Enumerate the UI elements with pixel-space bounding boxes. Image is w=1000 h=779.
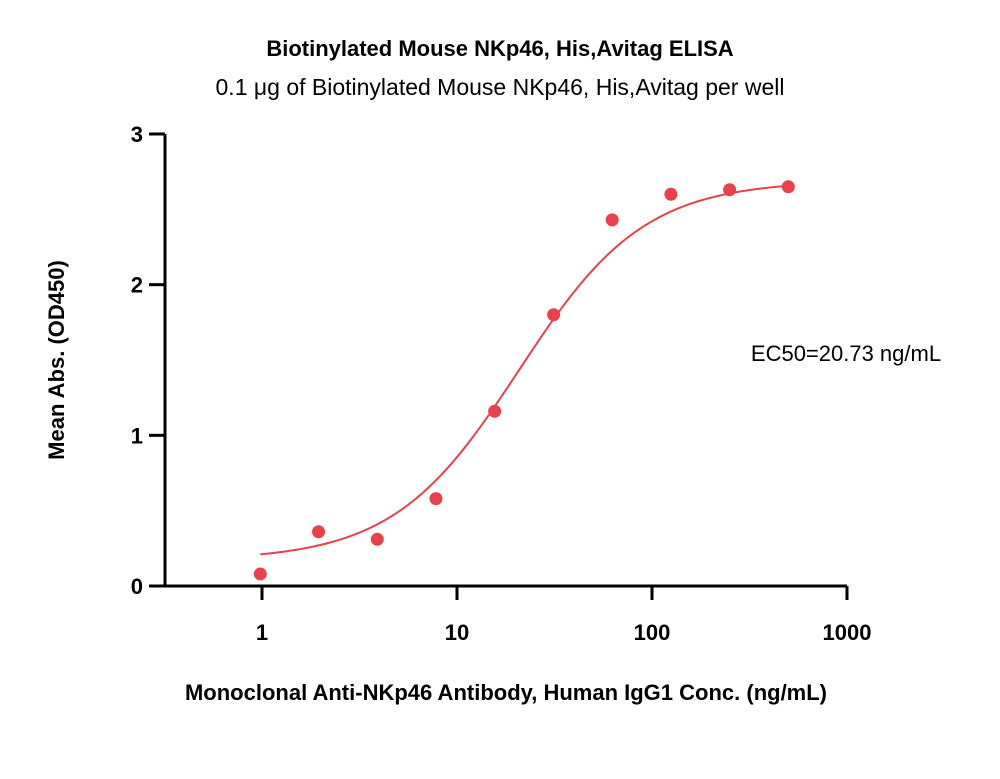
y-tick-label: 3 <box>131 122 143 147</box>
data-point <box>723 183 737 197</box>
y-tick-label: 2 <box>131 273 143 298</box>
y-tick-label: 1 <box>131 423 143 448</box>
x-axis-label: Monoclonal Anti-NKp46 Antibody, Human Ig… <box>185 680 827 705</box>
data-point <box>488 404 502 418</box>
data-point <box>781 180 795 194</box>
chart-title: Biotinylated Mouse NKp46, His,Avitag ELI… <box>266 36 734 61</box>
x-tick-label: 100 <box>634 620 671 645</box>
data-point <box>547 308 561 322</box>
y-tick-label: 0 <box>131 574 143 599</box>
chart-subtitle: 0.1 μg of Biotinylated Mouse NKp46, His,… <box>215 74 785 100</box>
data-point <box>312 525 326 539</box>
data-point <box>429 492 443 506</box>
ec50-annotation: EC50=20.73 ng/mL <box>751 341 941 366</box>
data-point <box>370 532 384 546</box>
data-point <box>605 213 619 227</box>
fit-curve <box>260 184 789 556</box>
y-axis-label: Mean Abs. (OD450) <box>44 260 69 460</box>
data-point <box>664 187 678 201</box>
x-tick-label: 1 <box>256 620 268 645</box>
data-point <box>253 567 267 581</box>
x-tick-label: 10 <box>445 620 469 645</box>
x-tick-label: 1000 <box>823 620 872 645</box>
